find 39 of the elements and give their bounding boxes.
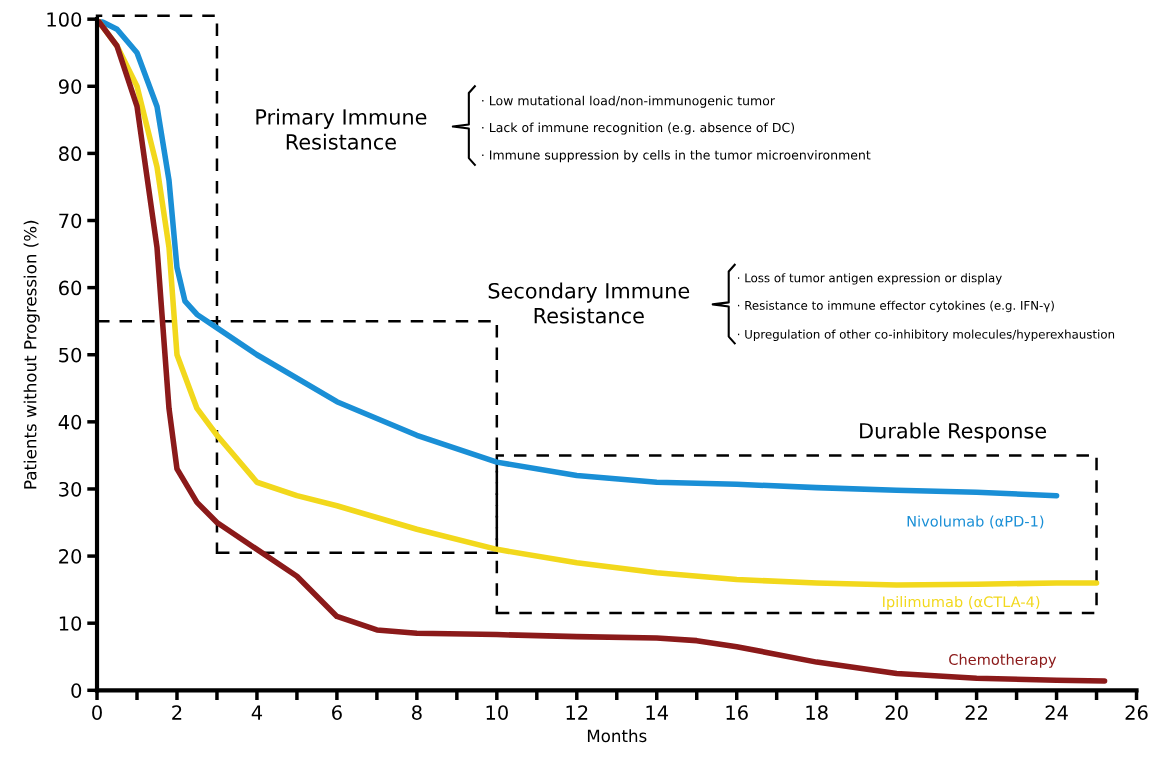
annotation: · Upregulation of other co-inhibitory molecules/hyperexhaustion [737,329,1115,341]
x-tick-label: 20 [885,705,908,720]
x-tick-label: 24 [1045,705,1068,720]
y-tick-label: 0 [71,683,82,698]
annotation: · Resistance to immune effector cytokines (e.g. IFN-γ) [737,300,1054,313]
annotation: · Lack of immune recognition (e.g. absence of DC) [482,122,795,135]
x-tick-label: 8 [412,705,422,720]
annotation: · Loss of tumor antigen expression or display [737,273,1002,285]
series-label: Chemotherapy [949,653,1057,668]
y-tick-label: 30 [59,481,82,497]
y-tick-label: 80 [59,146,82,162]
x-tick-label: 10 [486,705,508,720]
y-tick-label: 40 [58,414,82,430]
x-axis-title: Months [587,729,647,743]
y-tick-label: 70 [59,213,82,229]
series-label: Nivolumab (αPD-1) [907,515,1044,529]
x-tick-label: 2 [172,705,182,720]
annotation: Primary Immune Resistance [256,108,427,150]
y-tick-label: 20 [59,549,82,564]
annotation: · Immune suppression by cells in the tumor microenvironment [482,150,871,163]
series-label: Ipilimumab (αCTLA-4) [883,596,1040,611]
y-tick-label: 50 [59,347,82,363]
x-tick-label: 22 [965,705,988,720]
y-tick-label: 90 [58,79,82,94]
x-tick-label: 16 [726,705,748,720]
y-tick-label: 10 [59,616,82,631]
y-axis-title: Patients without Progression (%) [23,220,40,489]
x-tick-label: 18 [806,705,828,720]
annotation: Secondary Immune Resistance [488,282,690,324]
annotation: Durable Response [860,422,1047,443]
x-tick-label: 0 [92,705,102,720]
x-tick-label: 14 [646,705,669,720]
x-tick-label: 26 [1125,705,1148,720]
y-tick-label: 100 [47,12,82,27]
annotation: · Low mutational load/non-immunogenic tumor [482,95,775,108]
x-tick-label: 6 [332,705,342,720]
y-tick-label: 60 [59,280,82,296]
x-tick-label: 12 [566,705,588,720]
x-tick-label: 4 [251,705,263,720]
